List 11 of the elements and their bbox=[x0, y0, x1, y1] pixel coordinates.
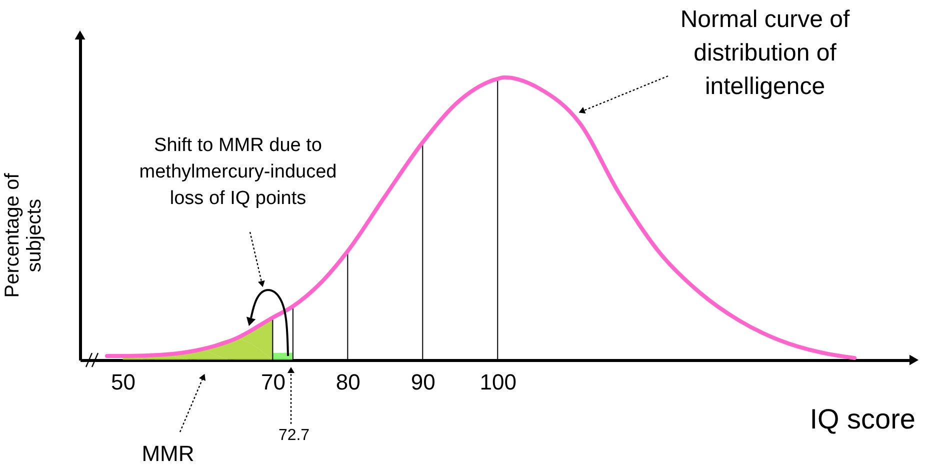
y-axis-title: Percentage of subjects bbox=[2, 172, 46, 298]
text: 72.7 bbox=[278, 427, 310, 444]
x-tick-label: 90 bbox=[410, 370, 436, 394]
x-axis-title: IQ score bbox=[810, 404, 916, 434]
text: MMR bbox=[142, 441, 194, 466]
x-tick-label: 50 bbox=[110, 370, 136, 394]
x-tick-label: 70 bbox=[260, 370, 286, 394]
annotation: Normal curve of distribution of intelligence bbox=[680, 6, 850, 100]
x-tick-label: 80 bbox=[336, 370, 360, 394]
x-tick-label: 100 bbox=[480, 370, 516, 394]
annotation: Shift to MMR due to methylmercury-induced loss of IQ points bbox=[139, 135, 337, 210]
